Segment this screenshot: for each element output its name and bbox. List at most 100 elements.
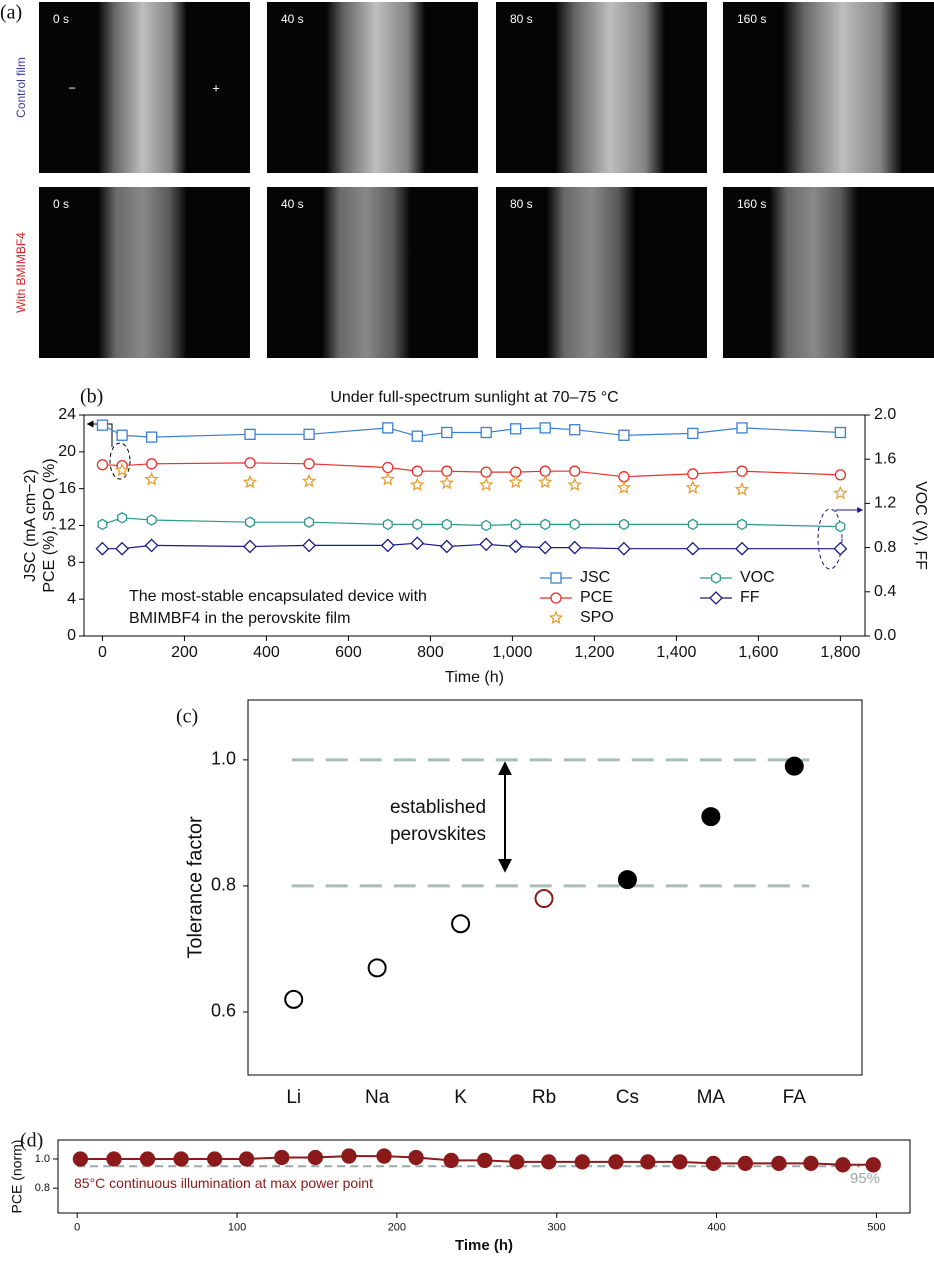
x-tick-label: 500 [867, 1221, 885, 1233]
time-label: 0 s [53, 12, 69, 26]
marker [736, 422, 748, 434]
y-tick-label: 1.0 [211, 749, 236, 769]
marker [567, 477, 583, 492]
marker [737, 518, 747, 531]
point [701, 807, 721, 827]
series-line [80, 1155, 874, 1166]
marker [640, 1154, 656, 1170]
marker [687, 427, 699, 440]
marker [303, 428, 315, 440]
marker [412, 518, 423, 531]
marker [672, 1154, 688, 1170]
marker [538, 540, 553, 555]
marker [479, 537, 494, 552]
axis-arrow [835, 507, 864, 513]
point [284, 989, 304, 1009]
marker [382, 422, 394, 434]
series-line [102, 517, 841, 528]
marker [734, 481, 750, 496]
y-axis-title: Tolerance factor [184, 816, 206, 959]
x-tick-label: 1,800 [820, 644, 860, 661]
y-tick-label: 16 [58, 480, 76, 497]
y-tick-label: 24 [58, 406, 76, 423]
x-tick-label: MA [697, 1087, 726, 1108]
marker [304, 516, 315, 528]
marker [380, 471, 396, 486]
marker [117, 512, 128, 524]
y-tick-label: 0 [67, 627, 76, 644]
marker [274, 1149, 290, 1166]
series-line [102, 542, 841, 550]
x-tick-label: Na [365, 1087, 390, 1108]
marker [705, 1155, 722, 1172]
marker [443, 1152, 459, 1169]
x-tick-label: 600 [335, 644, 362, 661]
marker [833, 541, 848, 556]
marker [865, 1157, 881, 1173]
marker [441, 426, 453, 439]
marker [376, 1148, 392, 1164]
plot-frame [247, 699, 863, 1076]
marker [618, 518, 629, 531]
marker [480, 426, 492, 439]
time-label: 160 s [737, 12, 766, 26]
y-axis-title: PCE (norm) [9, 1140, 25, 1214]
marker [341, 1148, 357, 1164]
panel-label: (b) [80, 386, 103, 408]
x-tick-label: K [454, 1087, 467, 1108]
marker [145, 458, 158, 470]
marker [95, 541, 110, 556]
marker [411, 430, 423, 442]
time-label: 0 s [53, 197, 69, 211]
annotation: 85°C continuous illumination at max powe… [74, 1175, 373, 1191]
marker [96, 419, 109, 431]
x-tick-label: 0 [98, 644, 107, 661]
marker [737, 1155, 754, 1172]
panel-label: (a) [0, 2, 22, 24]
y2-tick-label: 0.4 [874, 583, 896, 600]
y-axis-title: PCE (%), SPO (%) [41, 458, 58, 592]
marker [207, 1151, 223, 1167]
x-tick-label: 100 [228, 1221, 246, 1233]
marker [616, 479, 632, 495]
marker [481, 519, 492, 532]
row-label: With BMIMBF4 [14, 232, 28, 313]
point [367, 958, 387, 978]
series-line [102, 462, 841, 478]
marker [537, 474, 553, 489]
panel-label: (d) [20, 1130, 43, 1152]
axis-indicator [817, 508, 843, 570]
legend-label: PCE [580, 589, 613, 606]
y-tick-label: 20 [58, 443, 76, 460]
time-label: 80 s [510, 197, 533, 211]
marker [441, 465, 453, 477]
point [451, 914, 471, 934]
y-tick-label: 0.6 [211, 1001, 236, 1021]
micrograph-band [546, 187, 636, 358]
marker [618, 429, 630, 441]
marker [301, 473, 317, 488]
marker [238, 1151, 255, 1167]
x-tick-label: 1,200 [574, 644, 614, 661]
marker [835, 1157, 851, 1173]
marker [106, 1151, 122, 1167]
x-tick-label: 300 [548, 1221, 566, 1233]
x-tick-label: 1,000 [492, 644, 532, 661]
x-tick-label: Cs [616, 1087, 639, 1108]
axis-arrow [86, 420, 113, 447]
marker [380, 538, 395, 553]
marker [835, 520, 846, 533]
y-tick-label: 4 [67, 590, 76, 607]
point [784, 756, 804, 776]
marker [735, 541, 749, 556]
legend-marker [550, 592, 562, 604]
marker [687, 468, 699, 480]
marker [569, 424, 581, 436]
marker [803, 1155, 819, 1172]
micrograph-band [321, 187, 411, 358]
x-tick-label: 200 [171, 644, 198, 661]
y2-tick-label: 0.0 [874, 627, 896, 644]
marker [478, 477, 494, 492]
marker [439, 475, 455, 490]
